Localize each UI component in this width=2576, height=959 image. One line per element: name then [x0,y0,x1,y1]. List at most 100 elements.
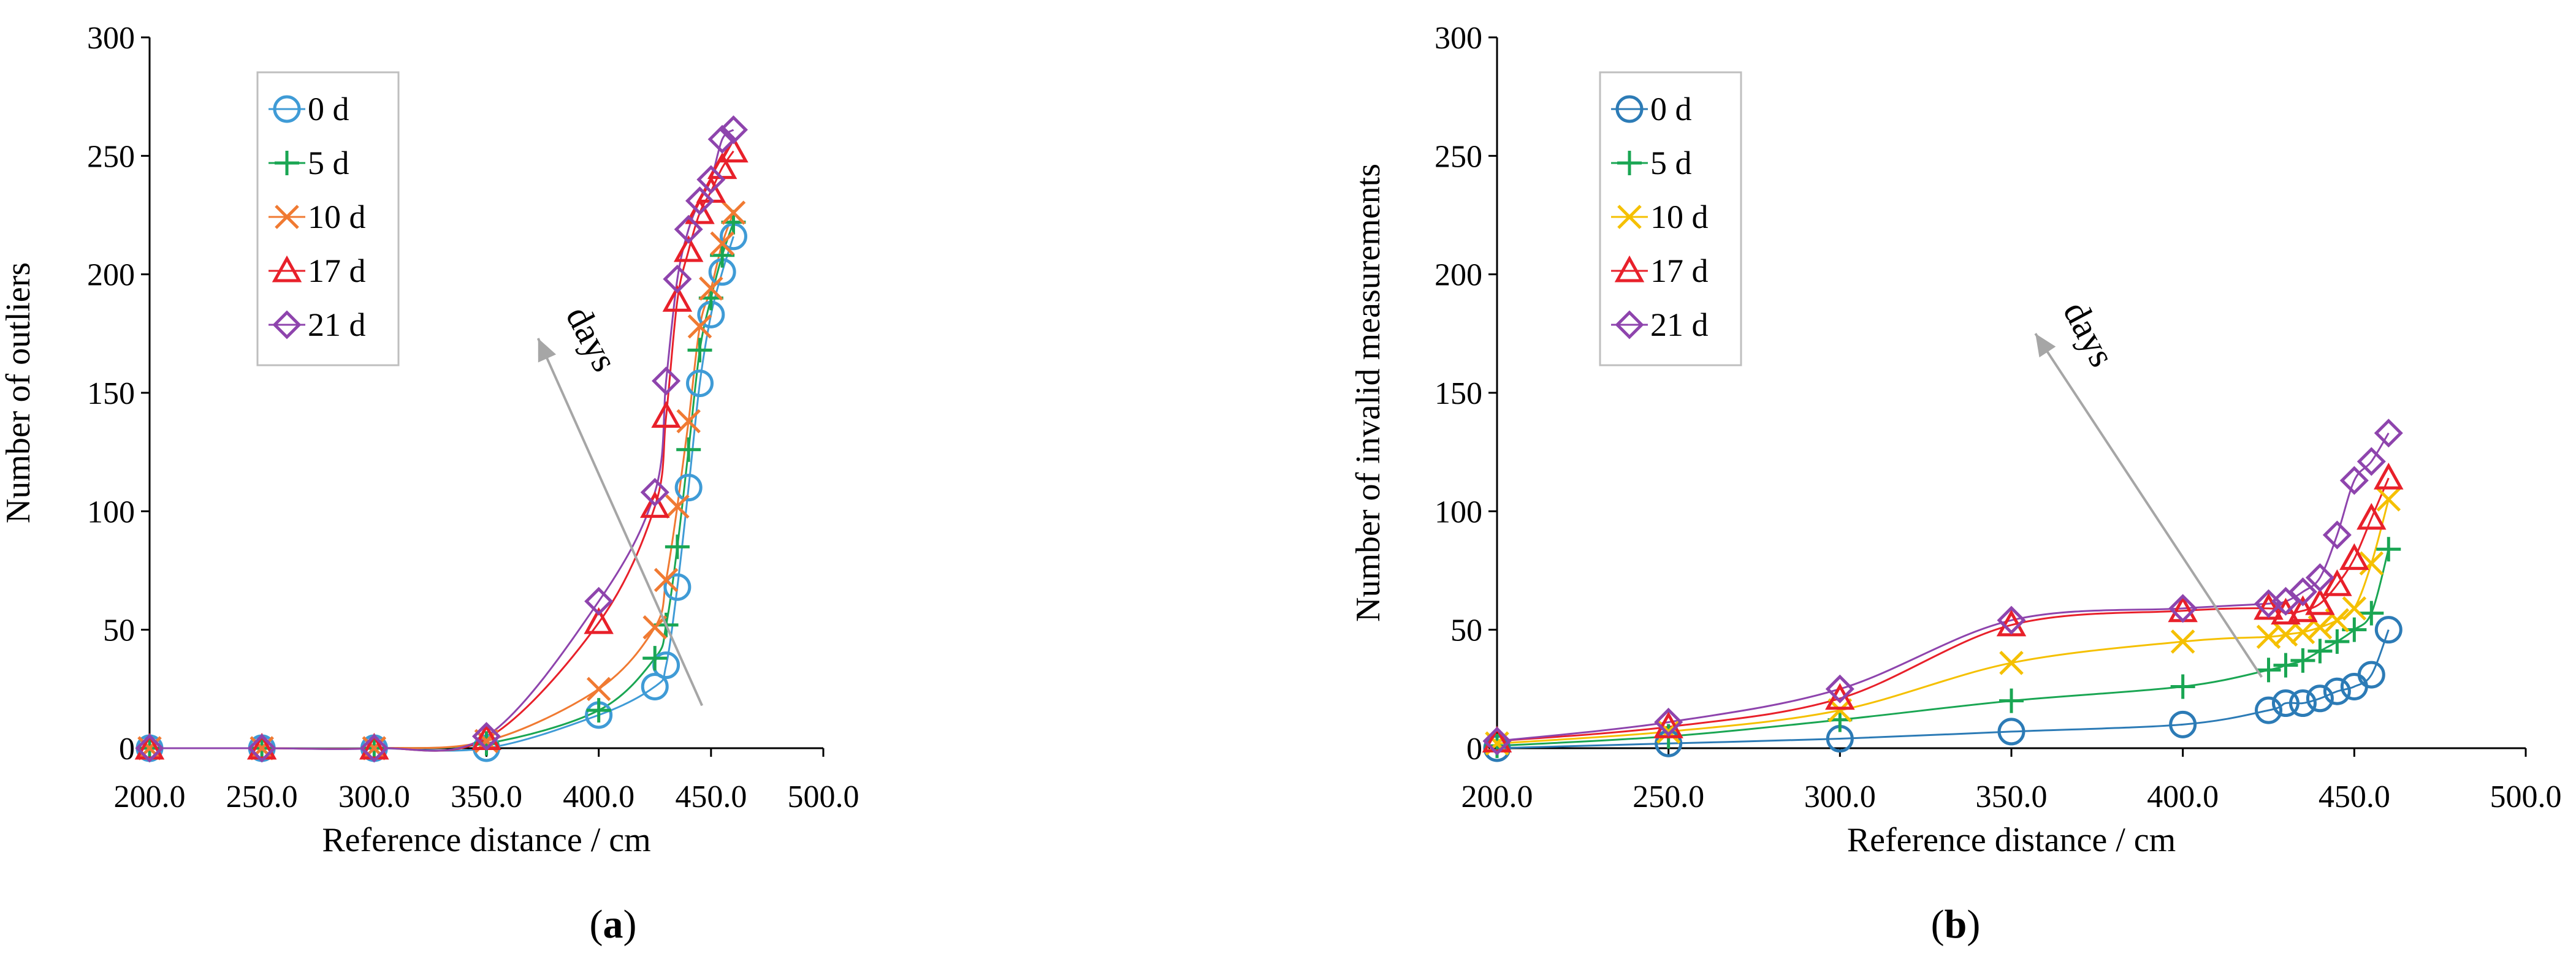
x-tick-label: 350.0 [451,779,522,814]
data-point [2339,543,2369,570]
data-point [2290,620,2315,645]
x-tick-label: 400.0 [2147,779,2219,814]
data-point [2325,629,2350,654]
data-point [699,276,723,301]
x-tick-label: 450.0 [675,779,747,814]
legend-marker [273,95,301,123]
data-point [676,437,701,462]
x-tick-label: 250.0 [226,779,298,814]
legend-marker [272,255,302,282]
data-point [2322,520,2352,550]
annotation-arrowhead [2035,333,2056,358]
y-tick-label: 100 [87,495,135,529]
y-tick-label: 300 [1435,21,1482,56]
legend-label: 17 d [1650,252,1709,289]
data-point [1825,674,1854,703]
data-point [2376,537,2401,562]
data-point [686,370,714,398]
data-point [642,615,668,640]
caption-close: ) [1967,902,1980,947]
data-point [1999,688,2024,713]
x-tick-label: 300.0 [338,779,410,814]
data-point [662,285,693,312]
x-tick-label: 300.0 [1804,779,1876,814]
data-point [685,186,715,216]
data-point [718,115,749,145]
data-point [250,736,274,760]
data-point [707,124,737,154]
chart-panel-a: 0 50 100 150 200 250 300 200.0 250.0 300.0 350.0 40… [0,21,859,947]
series-line [1496,432,2390,742]
data-point [710,243,735,268]
data-point [1827,698,1853,722]
data-point [2255,696,2282,724]
legend-label: 17 d [308,252,366,289]
data-point [1653,711,1683,738]
data-point [137,736,162,760]
data-point [2256,658,2281,683]
data-point [641,672,669,700]
data-point [135,733,164,763]
x-tick-label: 250.0 [1633,779,1704,814]
legend-marker [1615,95,1644,123]
data-point [2305,563,2334,593]
series-line [1496,477,2390,742]
data-point [134,732,165,760]
data-point [1996,609,2027,637]
data-point [2374,463,2404,490]
legend-label: 5 d [1650,145,1692,181]
y-tick-label: 50 [1450,613,1482,648]
x-tick-label: 200.0 [1461,779,1533,814]
data-point [2359,601,2384,626]
data-point [1997,718,2025,746]
data-point [2168,594,2198,623]
caption-letter: a [603,902,623,947]
data-point [696,165,726,194]
data-point [2305,588,2335,615]
annotation-label: days [558,300,625,378]
data-point [584,607,614,634]
caption-open: ( [590,902,603,947]
legend-marker [272,310,302,339]
annotation-label: days [2056,295,2123,373]
data-point [663,264,692,294]
y-tick-label: 250 [87,139,135,174]
data-point [2273,653,2298,678]
data-point [665,534,690,559]
y-tick-label: 50 [103,613,135,648]
y-tick-label: 200 [87,258,135,293]
data-point [359,733,389,763]
data-point [676,409,701,434]
data-point [685,197,715,224]
data-point [584,586,614,616]
data-point [2357,447,2386,476]
data-point [1656,719,1681,744]
x-tick-label: 400.0 [563,779,634,814]
legend-label: 10 d [1650,199,1709,235]
legend-marker [1615,310,1644,339]
data-point [2271,597,2301,625]
legend-marker [1617,205,1642,229]
legend-marker [275,205,299,229]
x-tick-label: 500.0 [788,779,859,814]
data-point [2169,710,2197,738]
data-point [640,477,669,507]
data-point [2357,661,2385,689]
annotation-arrow [536,338,704,707]
data-point [2254,593,2284,620]
data-point [1999,651,2024,675]
x-tick-label: 450.0 [2319,779,2390,814]
data-point [687,338,712,363]
data-point [2342,596,2367,621]
data-point [2307,639,2333,664]
y-tick-label: 150 [1435,376,1482,411]
data-point [246,732,277,760]
caption-open: ( [1931,902,1945,947]
annotation-arrow [2034,333,2263,678]
y-tick-label: 250 [1435,139,1482,174]
y-axis-title: Number of outliers [0,262,37,523]
legend-label: 0 d [308,91,349,127]
legend-marker [1614,255,1645,282]
y-tick-label: 100 [1435,495,1482,529]
